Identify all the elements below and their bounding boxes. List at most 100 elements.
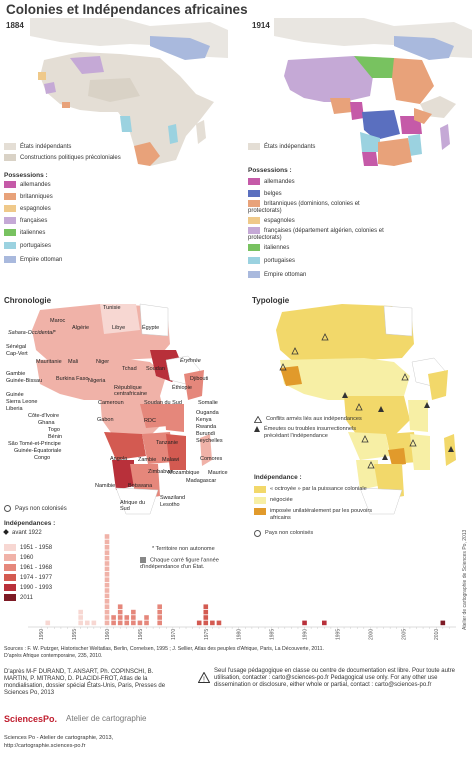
timeline-square-1961 [111,615,116,620]
lbl-cap-vert: Cap-Vert [6,351,28,357]
legend-chrono-1960: 1960 [4,554,94,562]
lbl-malawi: Malawi [162,457,180,463]
square-icon [140,557,146,563]
timeline-year-label: 2010 [434,629,440,640]
map-chronologie [32,303,212,515]
legend-text: 2011 [20,595,33,602]
br-egypt-sudan-1914 [392,58,434,104]
lbl-mali: Mali [68,359,79,365]
lbl-guinee-bissau: Guinée-Bissau [6,378,43,384]
legend-text: portugaises [20,242,52,249]
swatch [248,217,260,225]
legend-text: françaises (département algérien, coloni… [248,228,384,242]
legend-1884-es: espagnoles [4,205,154,213]
swatch [4,564,16,572]
swatch [4,544,16,551]
lbl-djibouti: Djibouti [190,376,209,382]
typ-north [276,304,414,364]
timeline-square-1960 [104,561,110,566]
fr-algeria-1884 [70,56,104,74]
legend-typ-noncol: Pays non colonisés [254,530,374,537]
conflict-icon [409,439,417,447]
timeline-square-1960 [104,582,110,588]
swatch [248,227,260,235]
timeline-square-1976 [210,620,215,626]
legend-text: imposée unilatéralement par les pouvoirs… [270,508,372,521]
timeline-square-1960 [104,577,110,582]
svg-text:!: ! [203,677,205,684]
timeline-square-1956 [78,609,83,615]
ethiopia-1914 [420,96,456,118]
timeline-square-1990 [302,620,307,626]
timeline-square-1964 [131,609,136,615]
legend-chrono-1974: 1974 - 1977 [4,574,94,582]
swatch [248,256,260,264]
timeline-square-1961 [111,620,116,626]
lbl-nigeria: Nigeria [88,378,106,384]
swatch [4,181,16,189]
be-congo-1914 [362,110,400,140]
timeline-square-1956 [78,615,83,620]
chrono-indep-title: Indépendances : [4,520,56,527]
legend-text: 1974 - 1977 [20,575,53,582]
legend-1914-independent: États indépendants [248,143,418,151]
legend-1914-fr: françaises (département algérien, coloni… [248,227,388,242]
south-africa [115,487,159,515]
timeline-square-1960 [104,588,110,593]
typ-indep-title: Indépendance : [254,474,302,481]
swatch [254,497,266,504]
legend-text: États indépendants [264,144,316,151]
lbl-kenya: Kenya [196,417,212,423]
independence-timeline: 1950 1955 1960 1965 1970 1975 1980 1985 1990 1995… [28,534,456,640]
lbl-niger: Niger [96,359,110,365]
timeline-square-1962 [117,615,123,620]
lbl-maurice: Maurice [208,470,228,476]
it-libya-1914 [354,56,394,78]
timeline-square-1956 [78,620,83,626]
map-1914-label: 1914 [252,21,270,30]
legend-text: italiennes [264,245,290,252]
es-1884 [38,72,46,80]
conflict-icon [321,333,329,341]
timeline-year-label: 1965 [138,629,144,640]
lbl-tanzanie: Tanzanie [156,440,179,446]
typ-angola [348,432,390,460]
riot-icon [448,446,454,452]
pt-angola-1914 [360,132,380,152]
lbl-sao-tome: São Tomé-et-Principe [8,441,61,447]
conflict-icon [291,347,299,355]
swatch [254,508,266,515]
timeline-square-1968 [157,615,162,620]
legend-1884-fr: françaises [4,217,154,225]
legend-text: 1990 - 1993 [20,585,53,592]
timeline-year-label: 1985 [270,629,276,640]
swatch [248,270,260,278]
lbl-angola: Angola [110,456,128,462]
br-gold-coast-1884 [62,102,70,108]
legend-1914-es: espagnoles [248,217,418,225]
swatch [4,574,16,582]
lbl-libye: Libye [112,325,126,331]
swatch [4,241,16,249]
side-credit: Atelier de cartographie de Sciences Po, … [462,530,472,630]
timeline-square-1966 [144,620,149,626]
note-square: Chaque carré figure l'année d'indépendan… [140,557,240,571]
legend-text: britanniques [20,194,53,201]
legend-text: États indépendants [20,144,72,151]
precolonial-1884 [88,78,140,102]
lbl-rwanda: Rwanda [196,424,217,430]
timeline-square-1958 [91,620,97,626]
timeline-square-1960 [104,599,110,604]
swatch [4,554,16,562]
fr-west-africa-1914 [284,56,374,102]
lbl-seychelles: Seychelles [196,438,223,444]
note-square-text: Chaque carré figure l'année d'indépendan… [140,557,219,571]
map-1884-label: 1884 [6,21,24,30]
namibia [112,460,134,490]
br-nigeria-1914 [330,98,352,114]
timeline-square-1960 [104,539,110,545]
lbl-egypte: Égypte [142,325,160,331]
legend-text: belges [264,191,282,198]
lbl-liberia: Liberia [6,406,23,412]
timeline-square-1960 [104,555,110,561]
